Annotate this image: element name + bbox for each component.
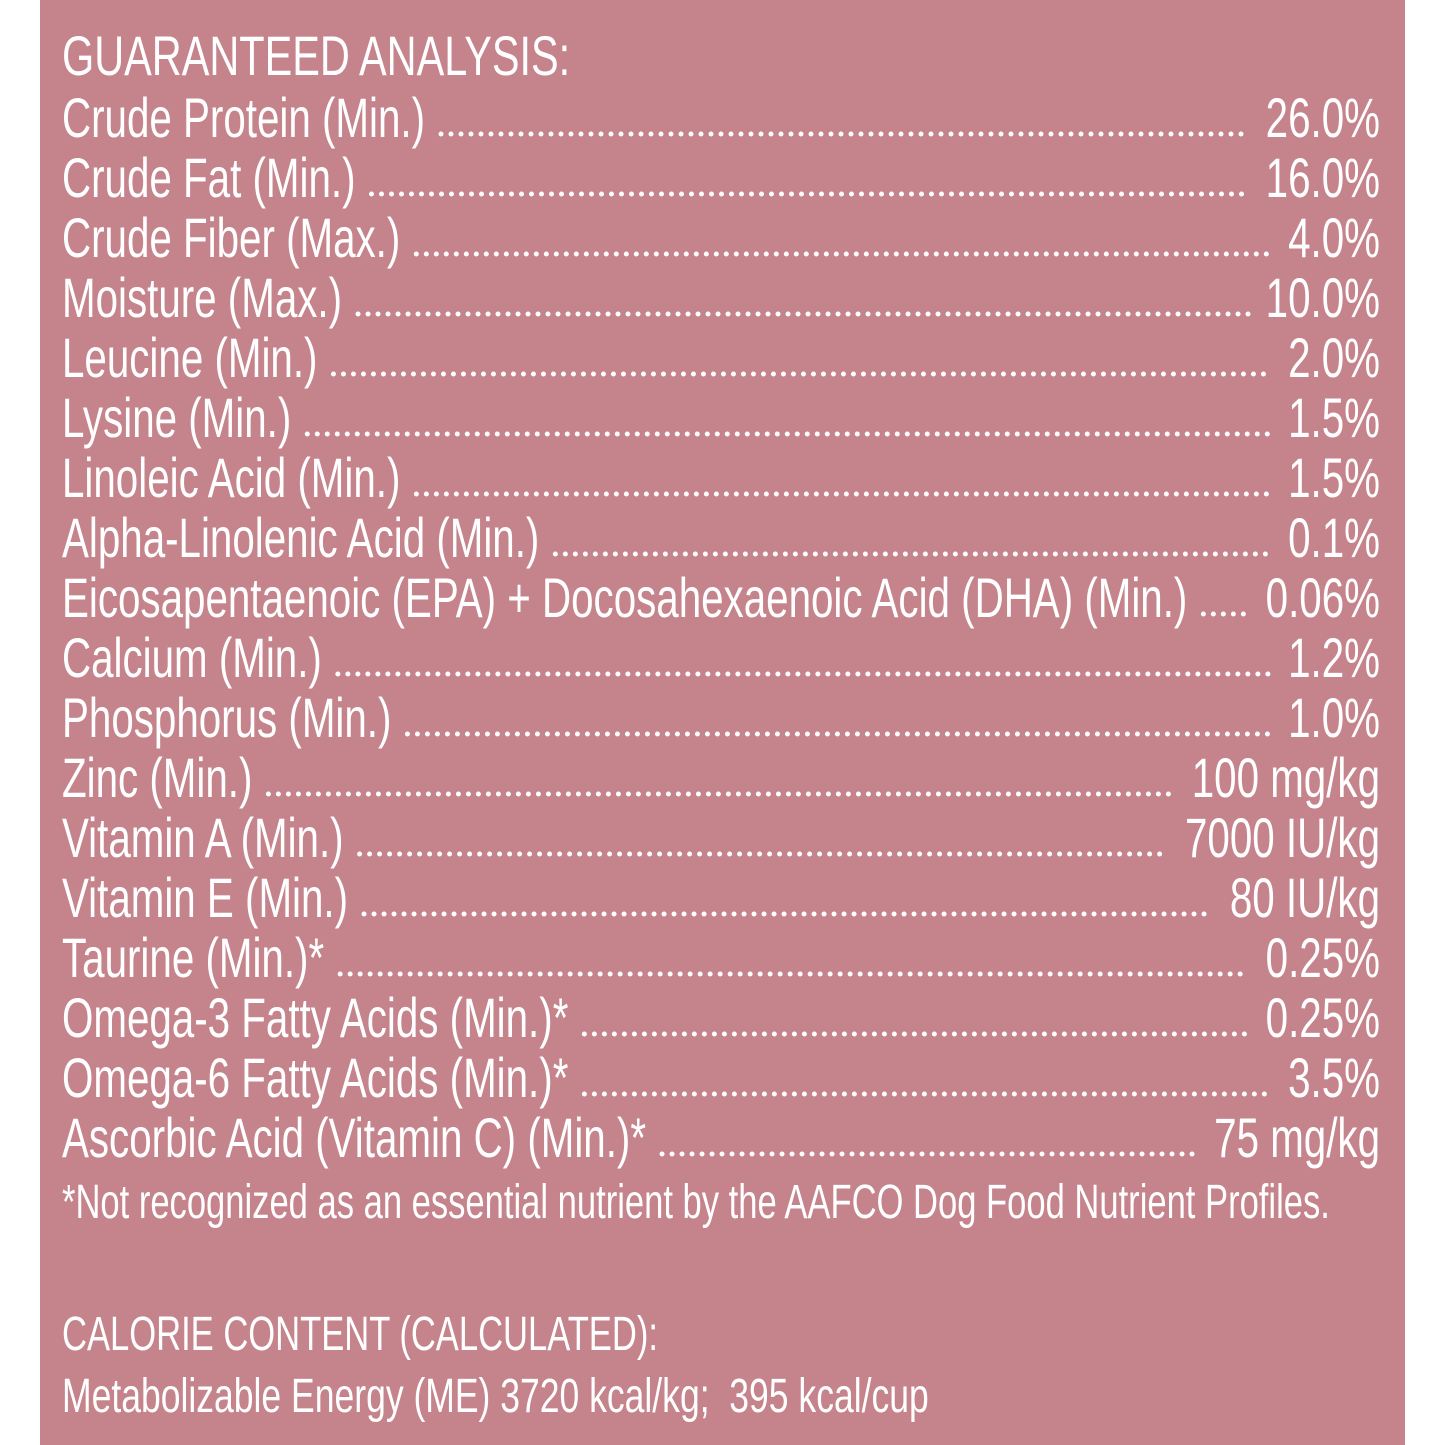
calorie-title: CALORIE CONTENT (CALCULATED): [62, 1308, 658, 1361]
row-value: 0.06% [1266, 566, 1380, 629]
row-label: Linoleic Acid (Min.) [62, 446, 400, 509]
row-label: Vitamin E (Min.) [62, 866, 348, 929]
row-value: 0.1% [1288, 506, 1380, 569]
row-value: 0.25% [1266, 926, 1380, 989]
row-label: Crude Fat (Min.) [62, 146, 356, 209]
row-value: 7000 IU/kg [1185, 806, 1380, 869]
title: GUARANTEED ANALYSIS: [62, 24, 570, 87]
row-value: 0.25% [1266, 986, 1380, 1049]
row-value: 75 mg/kg [1214, 1106, 1380, 1169]
row-label: Omega-3 Fatty Acids (Min.)* [62, 986, 568, 1049]
row-label: Lysine (Min.) [62, 386, 291, 449]
calorie-text: Metabolizable Energy (ME) 3720 kcal/kg; … [62, 1370, 929, 1423]
row-value: 1.2% [1288, 626, 1380, 689]
row-label: Crude Protein (Min.) [62, 86, 425, 149]
row-value: 16.0% [1266, 146, 1380, 209]
row-label: Phosphorus (Min.) [62, 686, 391, 749]
row-value: 1.5% [1288, 446, 1380, 509]
row-label: Moisture (Max.) [62, 266, 342, 329]
row-value: 26.0% [1266, 86, 1380, 149]
footnote: *Not recognized as an essential nutrient… [62, 1176, 1330, 1229]
panel [40, 0, 1405, 1445]
row-value: 80 IU/kg [1230, 866, 1380, 929]
row-value: 100 mg/kg [1192, 746, 1380, 809]
row-label: Leucine (Min.) [62, 326, 317, 389]
row-label: Calcium (Min.) [62, 626, 322, 689]
row-label: Eicosapentaenoic (EPA) + Docosahexaenoic… [62, 566, 1187, 629]
row-value: 3.5% [1288, 1046, 1380, 1109]
row-label: Alpha-Linolenic Acid (Min.) [62, 506, 539, 569]
row-label: Ascorbic Acid (Vitamin C) (Min.)* [62, 1106, 646, 1169]
row-label: Zinc (Min.) [62, 746, 252, 809]
row-label: Taurine (Min.)* [62, 926, 324, 989]
row-value: 10.0% [1266, 266, 1380, 329]
row-label: Omega-6 Fatty Acids (Min.)* [62, 1046, 568, 1109]
row-value: 4.0% [1288, 206, 1380, 269]
row-value: 2.0% [1288, 326, 1380, 389]
row-value: 1.0% [1288, 686, 1380, 749]
row-value: 1.5% [1288, 386, 1380, 449]
row-label: Crude Fiber (Max.) [62, 206, 400, 269]
row-label: Vitamin A (Min.) [62, 806, 344, 869]
